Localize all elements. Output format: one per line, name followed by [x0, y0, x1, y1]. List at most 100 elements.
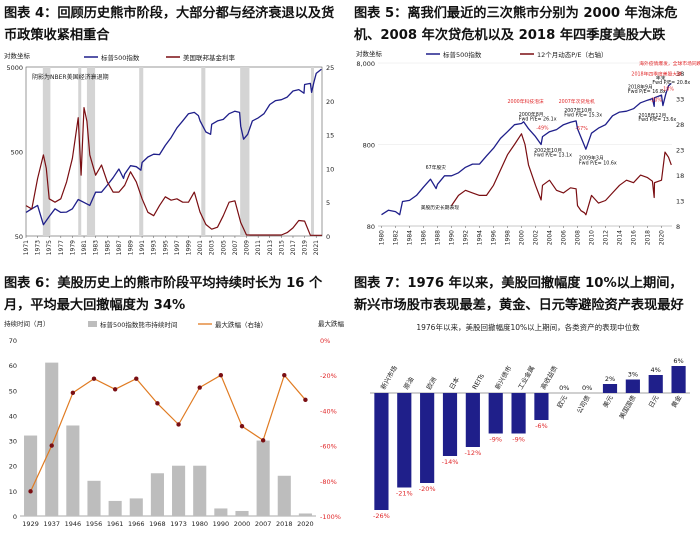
left-tick-label: 10	[9, 488, 17, 496]
x-tick-label: 1988	[435, 230, 442, 245]
x-category-label: 1990	[213, 520, 230, 528]
x-category-label: 高收益债	[538, 364, 559, 391]
x-category-label: 2018	[276, 520, 293, 528]
drawdown-point	[155, 401, 160, 406]
left-tick-label: 50	[15, 233, 23, 241]
annotation-peak-2018-date: 2018年9月	[628, 83, 653, 90]
annotation-trough-2018-date: 2018年12月	[638, 112, 666, 119]
right-tick-label: -40%	[320, 407, 337, 415]
x-tick-label: 1981	[81, 240, 88, 255]
x-category-label: 1980	[191, 520, 208, 528]
duration-bar	[298, 513, 312, 516]
drawdown-point	[197, 385, 202, 390]
drawdown-point	[91, 376, 97, 381]
x-tick-label: 2004	[547, 230, 554, 245]
asset-bar	[488, 393, 503, 434]
x-category-label: 1956	[86, 520, 103, 528]
recession-shade	[139, 67, 144, 236]
x-tick-label: 2013	[267, 240, 274, 255]
drawdown-point	[176, 422, 181, 427]
recession-shade	[201, 67, 206, 236]
right-tick-label: -20%	[320, 372, 337, 380]
x-category-label: 2000	[234, 520, 251, 528]
data-label: -12%	[464, 449, 481, 457]
annotation-1987-crash: 67年股灾	[426, 164, 447, 171]
data-label: 6%	[673, 357, 683, 365]
right-tick-label: 0	[326, 233, 330, 241]
annotation-2018-drop: 2018年四季度美股大跌	[631, 71, 682, 78]
chart-6: 持续时间（月） 最大跌幅 标普500指数熊市持续时间 最大跌幅（右轴） 70 60 50 40…	[4, 319, 345, 528]
recession-shade	[240, 67, 250, 236]
annotation-trough-2002-date: 2002年10月	[534, 147, 562, 154]
right-tick-label: 18	[676, 172, 684, 180]
right-tick-label: 15	[326, 132, 334, 140]
duration-bar	[45, 362, 59, 516]
recession-shade	[42, 67, 51, 236]
asset-bar	[625, 379, 640, 393]
x-tick-label: 1971	[23, 240, 30, 255]
duration-bar	[256, 440, 270, 516]
annotation-peak-2018-pe: Fwd P/E= 16.8x	[628, 89, 666, 95]
x-category-label: 1973	[170, 520, 187, 528]
duration-bar	[193, 465, 207, 516]
chart-title-7: 图表 7：1976 年以来，美股回撤幅度 10%以上期间，新兴市场股市表现最差，…	[354, 276, 684, 313]
right-axis-label: 最大跌幅	[318, 319, 345, 328]
right-tick-label: -100%	[320, 513, 341, 521]
x-tick-label: 1986	[421, 230, 428, 245]
chart-panel-6: 图表 6：美股历史上的熊市阶段平均持续时长为 16 个月，平均最大回撤幅度为 3…	[0, 270, 348, 538]
duration-bar	[277, 475, 291, 516]
x-tick-label: 1980	[379, 230, 386, 245]
sp500-series-line	[25, 68, 322, 226]
x-category-label: 1966	[128, 520, 145, 528]
left-tick-label: 5000	[6, 64, 23, 72]
x-tick-label: 1982	[393, 230, 400, 245]
x-category-label: 黄金	[669, 393, 684, 409]
right-tick-label: 20	[326, 98, 334, 106]
drawdown-point	[303, 397, 308, 403]
drawdown-label-2020: -18%	[662, 86, 675, 92]
annotation-trough-2002-pe: Fwd P/E= 13.1x	[534, 152, 572, 158]
right-tick-label: 28	[676, 121, 684, 129]
drawdown-point	[70, 390, 76, 395]
recession-note: 阴影为NBER美国经济衰退期	[32, 73, 109, 81]
duration-bar	[129, 498, 143, 516]
left-tick-label: 60	[9, 362, 17, 370]
chart-title-4: 图表 4：回顾历史熊市阶段，大部分都与经济衰退以及货币政策收紧相重合	[4, 6, 335, 43]
x-category-label: 日本	[447, 375, 462, 391]
duration-bar	[24, 435, 38, 516]
drawdown-point	[239, 424, 245, 429]
duration-bar	[87, 480, 101, 516]
drawdown-point	[260, 438, 266, 443]
annotation-latest-date: 年末	[656, 75, 666, 82]
duration-bar	[172, 465, 186, 516]
recession-shade	[86, 67, 96, 236]
left-tick-label: 500	[11, 149, 23, 157]
x-tick-label: 1984	[407, 230, 414, 245]
asset-bar	[671, 366, 686, 393]
asset-bar	[511, 393, 526, 434]
pe-series-line	[451, 133, 672, 216]
data-label: 0%	[559, 384, 569, 392]
left-tick-label: 8,000	[356, 60, 375, 68]
annotation-peak-2000-date: 2000年8月	[519, 111, 544, 118]
fed-funds-series-line	[25, 106, 322, 236]
drawdown-point	[28, 489, 33, 494]
annotation-peak-2007-pe: Fwd P/E= 15.3x	[564, 112, 602, 118]
x-tick-label: 1995	[162, 240, 169, 255]
x-tick-label: 2015	[278, 240, 285, 255]
annotation-2007-crisis: 2007年次贷危机	[559, 98, 595, 105]
x-tick-label: 1979	[69, 240, 76, 255]
x-tick-label: 2012	[603, 230, 610, 245]
duration-bar	[235, 510, 249, 516]
x-tick-label: 2020	[659, 230, 666, 245]
chart-panel-5: 图表 5：离我们最近的三次熊市分别为 2000 年泡沫危机、2008 年次贷危机…	[350, 0, 700, 268]
x-tick-label: 2001	[197, 240, 204, 255]
x-tick-label: 1999	[186, 240, 193, 255]
left-tick-label: 0	[13, 513, 17, 521]
x-category-label: 欧元	[555, 393, 570, 409]
x-category-label: 原油	[401, 375, 415, 391]
asset-bar	[397, 393, 412, 488]
x-tick-label: 2008	[575, 230, 582, 245]
drawdown-point	[112, 387, 118, 392]
right-tick-label: 5	[326, 199, 330, 207]
